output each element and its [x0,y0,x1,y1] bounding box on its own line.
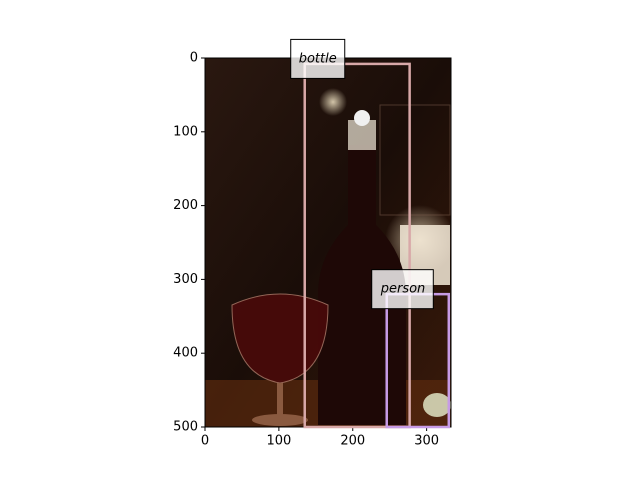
x-tick-label: 200 [340,434,365,449]
photo [205,58,451,427]
y-tick-label: 100 [173,124,198,139]
label-background [371,269,434,310]
box-label: bottle [299,51,337,66]
x-tick-label: 0 [201,434,209,449]
bounding-box [303,62,411,429]
x-tick-label: 300 [414,434,439,449]
y-tick-label: 500 [173,420,198,435]
x-tick-label: 100 [266,434,291,449]
y-tick-label: 300 [173,272,198,287]
y-tick-label: 200 [173,198,198,213]
overlay: 0 100 200 300 0 100 200 300 400 500 bottle person [173,38,451,449]
label-background [290,38,346,79]
box-label: person [380,282,426,297]
y-tick-label: 400 [173,346,198,361]
y-tick-label: 0 [190,51,198,66]
